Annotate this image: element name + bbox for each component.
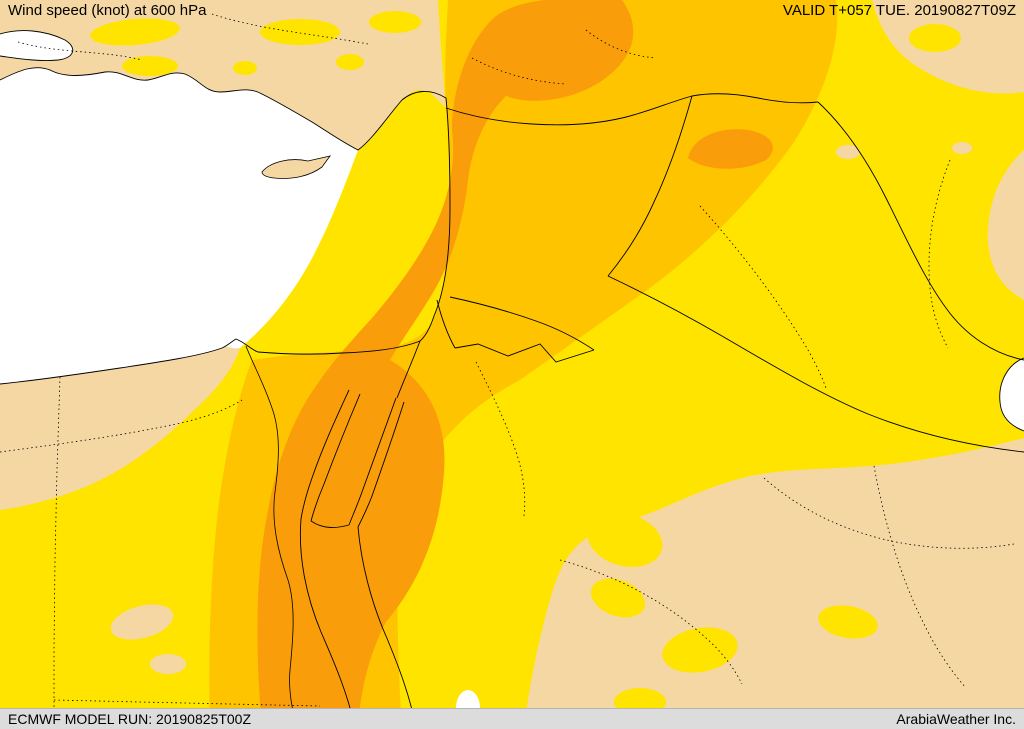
- tan-patch: [150, 654, 186, 674]
- aegean-calm-patch: [0, 30, 73, 61]
- dotted-line: [699, 205, 827, 389]
- valid-time-label: VALID T+057 TUE. 20190827T09Z: [782, 2, 1016, 19]
- yellow-patch: [818, 605, 878, 639]
- dotted-line: [873, 465, 967, 689]
- border-turkey-syria: [445, 93, 819, 126]
- cyprus-shape: [261, 155, 331, 179]
- border-jordan-saudi: [454, 343, 595, 363]
- gulf-of-suez-east: [310, 393, 361, 522]
- calm-white-regions: [0, 30, 1024, 726]
- model-run-label: ECMWF MODEL RUN: 20190825T00Z: [8, 711, 251, 727]
- sinai-south-tip: [310, 520, 350, 528]
- country-borders: [396, 93, 1024, 453]
- provider-label: ArabiaWeather Inc.: [896, 711, 1016, 727]
- dotted-line: [559, 559, 743, 685]
- gulf-of-suez-west: [300, 389, 350, 520]
- dotted-line: [475, 361, 526, 517]
- gulf-calm-patch-east-edge: [999, 358, 1024, 431]
- tan-tongue-east-edge: [987, 150, 1024, 300]
- dotted-line: [763, 477, 1015, 549]
- mediterranean-calm-area: [0, 67, 358, 384]
- tan-region-arabia: [524, 438, 1024, 729]
- yellow-patch: [90, 18, 180, 46]
- tan-patch: [836, 145, 860, 159]
- yellow-patch: [587, 513, 663, 567]
- gulf-of-aqaba-west: [348, 397, 397, 526]
- border-turkey-iran: [817, 101, 1024, 361]
- cyprus-island: [261, 155, 331, 179]
- dotted-line: [211, 13, 369, 45]
- coastline-gulf-east: [999, 357, 1024, 432]
- border-syria-jordan: [449, 296, 595, 351]
- orange-core-blob-east: [688, 129, 773, 169]
- yellow-patch: [590, 578, 646, 618]
- yellow-patch: [336, 54, 364, 70]
- gulf-of-aqaba-east: [357, 401, 405, 528]
- nile-river: [245, 345, 298, 729]
- orange-core-swath: [257, 0, 634, 729]
- yellow-patch: [260, 19, 340, 45]
- border-egypt-israel: [396, 340, 421, 399]
- wind-band-orange-core: [257, 0, 773, 729]
- dotted-boundaries: [0, 13, 1015, 729]
- map-title: Wind speed (knot) at 600 hPa: [8, 2, 207, 19]
- border-syria-iraq: [607, 95, 693, 277]
- dotted-line: [53, 699, 321, 707]
- tan-patch: [952, 142, 972, 154]
- dotted-line: [17, 41, 143, 61]
- border-jordan-israel: [436, 299, 456, 349]
- dotted-line: [0, 399, 243, 453]
- footer-bar: ECMWF MODEL RUN: 20190825T00Z ArabiaWeat…: [0, 708, 1024, 729]
- yellow-patch: [909, 24, 961, 52]
- tan-patch: [110, 604, 174, 640]
- border-iraq-saudi: [607, 275, 1024, 453]
- coastline-main: [0, 67, 451, 385]
- dotted-line: [471, 57, 567, 85]
- red-sea-west-shore: [299, 518, 356, 729]
- red-sea-east-shore: [357, 526, 417, 729]
- yellow-patch: [369, 11, 421, 33]
- yellow-patch: [662, 627, 738, 673]
- dotted-line: [928, 159, 951, 349]
- yellow-patch: [233, 61, 257, 75]
- yellow-patches: [90, 11, 961, 716]
- yellow-patch: [122, 56, 178, 76]
